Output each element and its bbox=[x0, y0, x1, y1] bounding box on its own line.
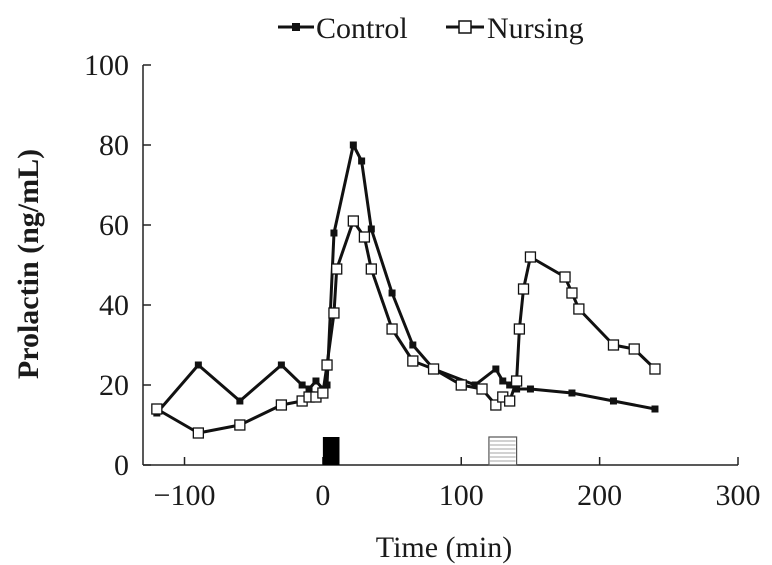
y-axis-title: Prolactin (ng/mL) bbox=[12, 149, 45, 379]
x-tick-label: 0 bbox=[315, 479, 330, 512]
data-point-nursing bbox=[517, 283, 530, 295]
legend-control-marker bbox=[292, 23, 300, 31]
data-point-nursing bbox=[321, 359, 333, 371]
legend-item-nursing: Nursing bbox=[446, 12, 584, 45]
y-tick-label: 80 bbox=[99, 129, 129, 162]
data-point-control bbox=[651, 405, 659, 413]
data-point-nursing bbox=[386, 323, 398, 335]
x-tick-label: −100 bbox=[154, 479, 216, 512]
series-nursing bbox=[151, 215, 661, 439]
data-point-nursing bbox=[490, 399, 502, 411]
data-point-control bbox=[323, 381, 331, 389]
legend-nursing-label: Nursing bbox=[487, 12, 584, 45]
data-point-nursing bbox=[151, 403, 163, 415]
data-point-control bbox=[236, 397, 244, 405]
data-point-nursing bbox=[607, 339, 620, 351]
x-tick-label: 200 bbox=[577, 479, 622, 512]
data-point-control bbox=[471, 381, 479, 389]
data-point-control bbox=[506, 381, 514, 389]
data-point-nursing bbox=[513, 323, 526, 335]
data-point-nursing bbox=[407, 355, 419, 367]
legend-item-control: Control bbox=[278, 12, 408, 45]
data-point-nursing bbox=[234, 419, 246, 431]
data-point-nursing bbox=[455, 379, 467, 391]
treatment-bar-control bbox=[322, 437, 340, 465]
data-point-nursing bbox=[317, 387, 329, 399]
y-tick-label: 100 bbox=[84, 49, 129, 82]
data-point-nursing bbox=[358, 231, 371, 243]
data-point-nursing bbox=[347, 215, 359, 227]
data-point-control bbox=[568, 389, 576, 397]
x-axis-title: Time (min) bbox=[376, 531, 512, 564]
data-point-nursing bbox=[328, 307, 340, 319]
data-point-control bbox=[305, 385, 313, 393]
x-tick-label: 300 bbox=[716, 479, 761, 512]
y-tick-label: 20 bbox=[99, 369, 129, 402]
series-control bbox=[153, 141, 659, 417]
legend: Control Nursing bbox=[278, 12, 584, 45]
legend-nursing-marker bbox=[458, 20, 472, 34]
treatment-bars bbox=[322, 436, 518, 466]
data-point-control bbox=[499, 377, 507, 385]
y-tick-label: 40 bbox=[99, 289, 129, 322]
y-tick-label: 60 bbox=[99, 209, 129, 242]
data-point-nursing bbox=[566, 287, 578, 299]
data-point-control bbox=[513, 385, 521, 393]
legend-control-label: Control bbox=[316, 12, 408, 45]
data-point-control bbox=[409, 341, 417, 349]
data-point-nursing bbox=[427, 363, 440, 375]
data-point-nursing bbox=[510, 375, 523, 387]
data-series bbox=[151, 141, 661, 439]
data-point-control bbox=[526, 385, 534, 393]
data-point-nursing bbox=[504, 395, 516, 407]
data-point-control bbox=[298, 381, 306, 389]
data-point-control bbox=[609, 397, 617, 405]
data-point-nursing bbox=[192, 427, 204, 439]
data-point-control bbox=[312, 377, 320, 385]
data-point-nursing bbox=[628, 343, 640, 355]
data-point-nursing bbox=[573, 303, 585, 315]
y-tick-label: 0 bbox=[114, 449, 129, 482]
data-point-control bbox=[277, 361, 285, 369]
data-point-control bbox=[194, 361, 202, 369]
data-point-control bbox=[367, 225, 375, 233]
data-point-nursing bbox=[559, 271, 571, 283]
data-point-nursing bbox=[524, 251, 537, 263]
series-line-control bbox=[155, 143, 656, 414]
data-point-control bbox=[330, 229, 338, 237]
data-point-control bbox=[349, 141, 357, 149]
data-point-nursing bbox=[649, 363, 661, 375]
data-point-control bbox=[388, 289, 396, 297]
axes: 0 20 40 60 80 100 −100 0 100 200 300 bbox=[84, 49, 761, 512]
treatment-bar-nursing bbox=[488, 436, 518, 466]
data-point-nursing bbox=[365, 263, 377, 275]
x-tick-label: 100 bbox=[439, 479, 484, 512]
data-point-control bbox=[358, 157, 366, 165]
data-point-control bbox=[492, 365, 500, 373]
data-point-nursing bbox=[331, 263, 343, 275]
data-point-nursing bbox=[275, 399, 288, 411]
data-point-nursing bbox=[476, 383, 488, 395]
